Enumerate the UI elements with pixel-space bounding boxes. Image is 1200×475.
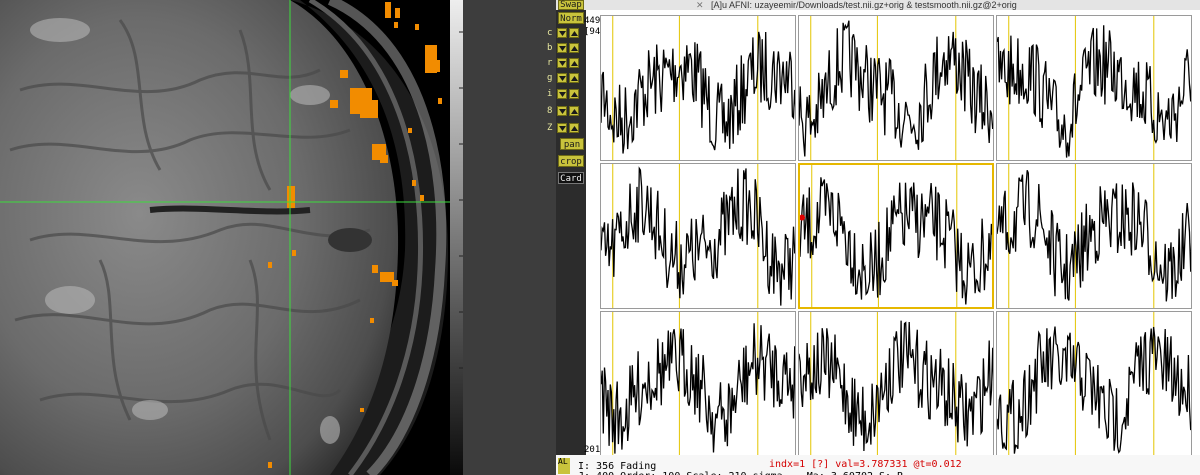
chevron-up-icon[interactable] [569, 73, 579, 83]
voxel-graph-cell[interactable] [996, 15, 1192, 161]
channel-label: c [547, 28, 553, 38]
channel-label: b [547, 43, 553, 53]
timeseries-trace [800, 165, 992, 307]
timeseries-line [799, 20, 993, 157]
channel-label: r [547, 58, 553, 68]
window-gap [463, 0, 556, 475]
brain-image-viewer[interactable] [0, 0, 450, 475]
timeseries-trace [997, 16, 1191, 160]
status-label: AL [558, 458, 570, 474]
timeseries-trace [601, 312, 795, 456]
norm-button[interactable]: Norm [558, 12, 584, 24]
swap-button[interactable]: Swap [558, 0, 584, 10]
chevron-up-icon[interactable] [569, 43, 579, 53]
chevron-down-icon[interactable] [557, 106, 567, 116]
chevron-down-icon[interactable] [557, 89, 567, 99]
voxel-graph-cell[interactable] [798, 163, 994, 309]
window-title: [A]u AFNI: uzayeemir/Downloads/test.nii.… [711, 0, 1017, 10]
chevron-up-icon[interactable] [569, 123, 579, 133]
intensity-colorbar [450, 0, 463, 475]
chevron-down-icon[interactable] [557, 73, 567, 83]
voxel-graph-cell[interactable] [600, 163, 796, 309]
timeseries-line [601, 166, 795, 306]
channel-label: 8 [547, 106, 553, 116]
crop-button[interactable]: crop [558, 155, 584, 167]
timeseries-trace [997, 312, 1191, 456]
current-time-marker [800, 214, 805, 221]
min-value-label: 20153 [584, 445, 612, 455]
card-button[interactable]: Card [558, 172, 584, 184]
brain-slice-image[interactable] [0, 0, 450, 475]
timeseries-line [799, 320, 993, 452]
channel-label: g [547, 73, 553, 83]
timeseries-trace [601, 164, 795, 308]
timeseries-trace [601, 16, 795, 160]
chevron-up-icon[interactable] [569, 28, 579, 38]
timeseries-line [997, 25, 1191, 158]
chevron-up-icon[interactable] [569, 89, 579, 99]
timeseries-line [800, 177, 992, 305]
pan-button[interactable]: pan [560, 138, 584, 150]
chevron-up-icon[interactable] [569, 106, 579, 116]
timeseries-line [997, 170, 1191, 302]
channel-label: Z [547, 123, 553, 133]
voxel-graph-cell[interactable] [600, 311, 796, 457]
chevron-down-icon[interactable] [557, 123, 567, 133]
graph-control-panel: Swap Norm c b r g i 8 Z pan crop Card [547, 0, 586, 475]
chevron-up-icon[interactable] [569, 58, 579, 68]
timeseries-trace [799, 312, 993, 456]
status-bar: AL I: 356 Fading indx=1 [?] val=3.787331… [556, 455, 1200, 475]
timeseries-trace [799, 16, 993, 160]
voxel-graph-cell[interactable] [798, 311, 994, 457]
timeseries-trace [997, 164, 1191, 308]
channel-label: i [547, 89, 553, 99]
voxel-graph-cell[interactable] [996, 311, 1192, 457]
chevron-down-icon[interactable] [557, 43, 567, 53]
timeseries-line [997, 326, 1191, 454]
voxel-graph-cell[interactable] [600, 15, 796, 161]
chevron-down-icon[interactable] [557, 58, 567, 68]
voxel-graph-cell[interactable] [798, 15, 994, 161]
voxel-info-text: indx=1 [?] val=3.787331 @t=0.012 [769, 459, 962, 470]
status-line-2: J: 400 Order: 100 Scale: 210 sigma... Ma… [578, 471, 903, 475]
status-line-1: I: 356 Fading [578, 461, 657, 472]
voxel-graph-cell[interactable] [996, 163, 1192, 309]
timeseries-line [601, 31, 795, 154]
max-value-label: 4493 [584, 16, 606, 26]
timeseries-line [601, 323, 795, 454]
chevron-down-icon[interactable] [557, 28, 567, 38]
x11-icon: ✕ [696, 0, 704, 10]
